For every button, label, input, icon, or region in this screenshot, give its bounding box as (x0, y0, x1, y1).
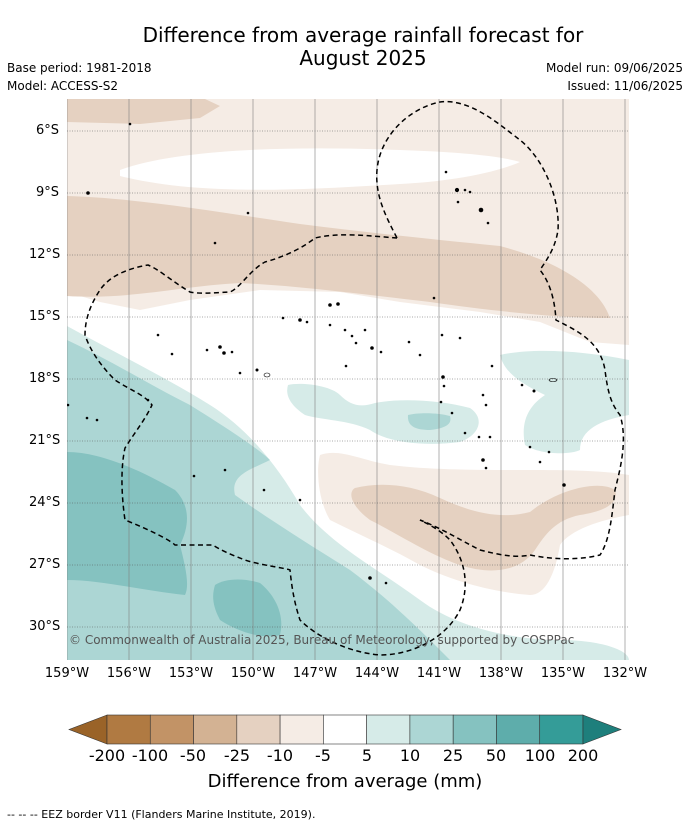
meta-left: Base period: 1981-2018 Model: ACCESS-S2 (7, 59, 152, 95)
lon-label-156w: 156°W (106, 666, 152, 681)
colorbar-segment (236, 714, 281, 745)
colorbar-high-extend (582, 714, 622, 745)
island-outlines (263, 372, 558, 382)
model-run: Model run: 09/06/2025 (545, 61, 683, 75)
colorbar-tick-3: -50 (179, 746, 207, 765)
colorbar-label: Difference from average (mm) (207, 771, 483, 792)
base-period: Base period: 1981-2018 (7, 61, 152, 75)
eez-legend-note: -- -- -- EEZ border V11 (Flanders Marine… (7, 808, 316, 821)
colorbar-tick-5: -10 (266, 746, 294, 765)
lon-label-141w: 141°W (416, 666, 462, 681)
meta-right: Model run: 09/06/2025 Issued: 11/06/2025 (546, 59, 683, 95)
colorbar-segment (279, 714, 324, 745)
lon-label-150w: 150°W (230, 666, 276, 681)
colorbar-segment (106, 714, 151, 745)
colorbar-tick-11: 100 (524, 746, 556, 765)
colorbar-segment (496, 714, 541, 745)
copyright-notice: © Commonwealth of Australia 2025, Bureau… (69, 633, 575, 647)
colorbar-segment (149, 714, 194, 745)
lat-label-9s: 9°S (36, 185, 60, 200)
lat-label-30s: 30°S (29, 619, 61, 634)
colorbar-tick-10: 50 (485, 746, 507, 765)
colorbar-tick-6: -5 (315, 746, 331, 765)
dry-south-inner (351, 484, 616, 571)
lon-label-153w: 153°W (168, 666, 214, 681)
lon-label-159w: 159°W (44, 666, 90, 681)
colorbar-tick-1: -200 (88, 746, 126, 765)
lat-label-27s: 27°S (29, 557, 61, 572)
colorbar-tick-4: -25 (223, 746, 251, 765)
wet-inner (67, 452, 188, 595)
wet-inner-small (213, 579, 282, 637)
colorbar-tick-8: 10 (399, 746, 421, 765)
lon-label-144w: 144°W (354, 666, 400, 681)
title-line-2: August 2025 (299, 46, 427, 70)
colorbar-segment (409, 714, 454, 745)
colorbar-tick-9: 25 (442, 746, 464, 765)
lon-label-135w: 135°W (540, 666, 586, 681)
colorbar-tick-7: 5 (361, 746, 373, 765)
lat-label-24s: 24°S (29, 495, 61, 510)
colorbar-tick-12: 200 (567, 746, 599, 765)
dry-top-left (67, 99, 220, 124)
colorbar-tick-2: -100 (131, 746, 169, 765)
colorbar-segment (366, 714, 411, 745)
map-title: Difference from average rainfall forecas… (0, 24, 690, 70)
colorbar-segments (106, 714, 584, 745)
colorbar-segment (193, 714, 238, 745)
lon-grid (67, 99, 626, 660)
title-line-1: Difference from average rainfall forecas… (142, 23, 584, 47)
lat-label-6s: 6°S (36, 123, 60, 138)
colorbar-segment (539, 714, 584, 745)
colorbar-segment (452, 714, 497, 745)
lon-label-138w: 138°W (478, 666, 524, 681)
lat-label-15s: 15°S (29, 309, 61, 324)
lat-label-12s: 12°S (29, 247, 61, 262)
dry-band-north-white (120, 148, 520, 190)
wet-east (500, 350, 629, 454)
issued-date: Issued: 11/06/2025 (567, 79, 683, 93)
lat-label-21s: 21°S (29, 433, 61, 448)
colorbar-low-extend (68, 714, 108, 745)
lon-label-132w: 132°W (602, 666, 648, 681)
dry-band-north-inner (67, 196, 610, 318)
lon-label-147w: 147°W (292, 666, 338, 681)
rainfall-map (67, 99, 629, 660)
colorbar-segment (323, 714, 367, 745)
lat-grid (67, 130, 629, 628)
colorbar (68, 714, 622, 745)
islands (67, 122, 566, 585)
wet-central-inner (407, 413, 451, 430)
lat-label-18s: 18°S (29, 371, 61, 386)
model-name: Model: ACCESS-S2 (7, 79, 119, 93)
eez-borders (84, 100, 625, 656)
